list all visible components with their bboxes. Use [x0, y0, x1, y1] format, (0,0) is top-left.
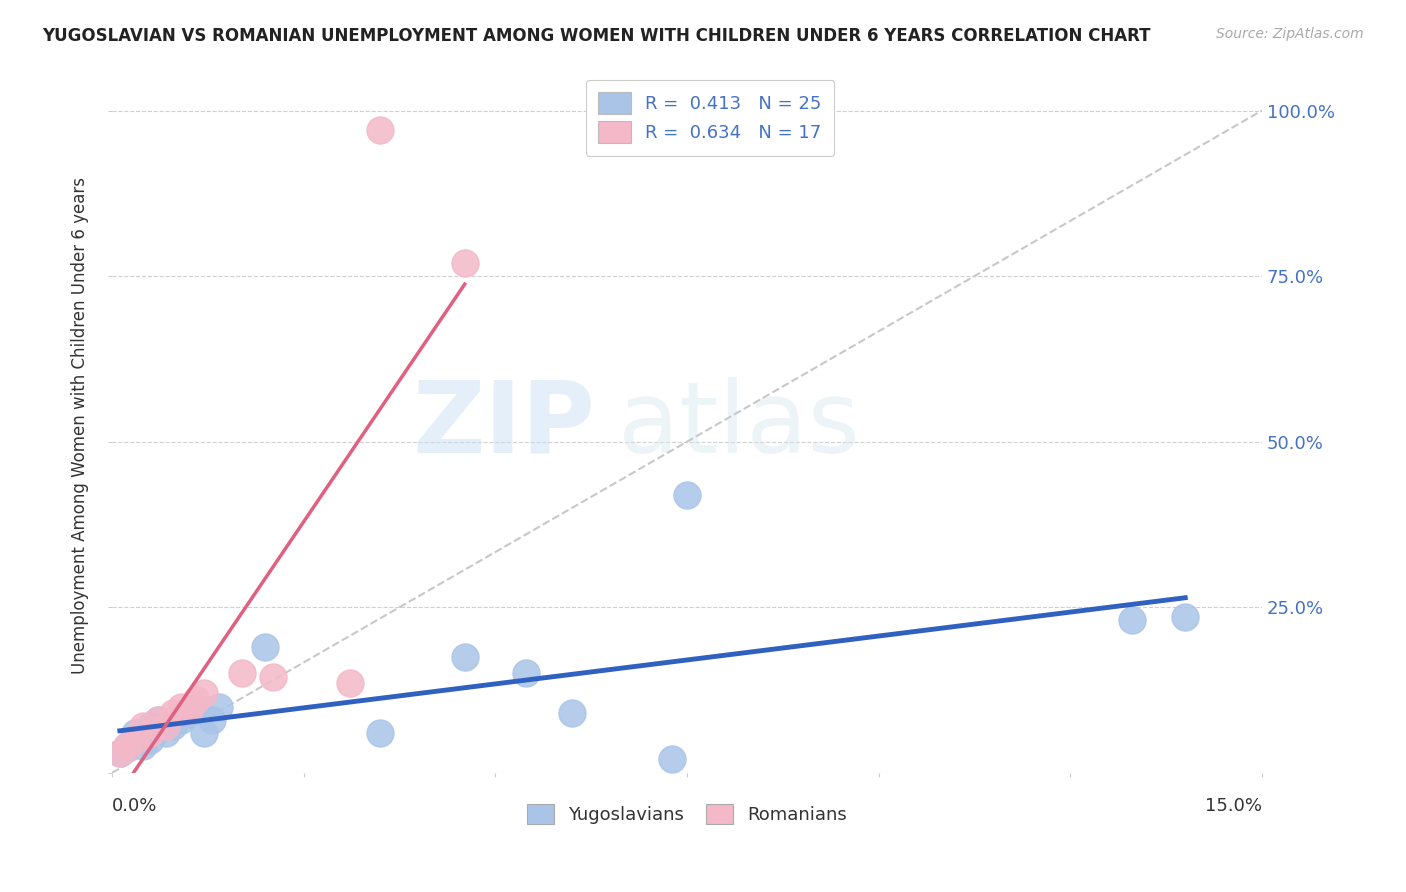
Point	[676, 488, 699, 502]
Point	[139, 732, 162, 747]
Text: 15.0%: 15.0%	[1205, 797, 1263, 815]
Point	[124, 732, 146, 747]
Point	[254, 640, 277, 654]
Point	[193, 686, 215, 700]
Point	[139, 719, 162, 733]
Text: YUGOSLAVIAN VS ROMANIAN UNEMPLOYMENT AMONG WOMEN WITH CHILDREN UNDER 6 YEARS COR: YUGOSLAVIAN VS ROMANIAN UNEMPLOYMENT AMO…	[42, 27, 1150, 45]
Point	[1174, 610, 1197, 624]
Point	[108, 746, 131, 760]
Y-axis label: Unemployment Among Women with Children Under 6 years: Unemployment Among Women with Children U…	[72, 177, 89, 673]
Point	[124, 726, 146, 740]
Point	[1121, 614, 1143, 628]
Text: ZIP: ZIP	[412, 376, 595, 474]
Point	[108, 746, 131, 760]
Point	[339, 676, 361, 690]
Point	[515, 666, 537, 681]
Point	[146, 713, 169, 727]
Point	[170, 713, 193, 727]
Point	[132, 739, 155, 754]
Point	[208, 699, 231, 714]
Point	[146, 713, 169, 727]
Point	[117, 739, 139, 754]
Point	[454, 649, 477, 664]
Point	[177, 706, 200, 720]
Point	[117, 739, 139, 754]
Point	[561, 706, 583, 720]
Point	[231, 666, 253, 681]
Point	[454, 256, 477, 270]
Legend: Yugoslavians, Romanians: Yugoslavians, Romanians	[517, 796, 856, 833]
Point	[661, 752, 683, 766]
Point	[186, 693, 208, 707]
Point	[201, 713, 224, 727]
Point	[155, 719, 177, 733]
Point	[177, 703, 200, 717]
Text: 0.0%: 0.0%	[112, 797, 157, 815]
Point	[155, 726, 177, 740]
Point	[170, 699, 193, 714]
Point	[162, 719, 184, 733]
Point	[193, 726, 215, 740]
Point	[186, 699, 208, 714]
Text: Source: ZipAtlas.com: Source: ZipAtlas.com	[1216, 27, 1364, 41]
Point	[162, 706, 184, 720]
Point	[370, 726, 392, 740]
Point	[370, 123, 392, 137]
Point	[262, 670, 284, 684]
Point	[139, 726, 162, 740]
Point	[124, 732, 146, 747]
Text: atlas: atlas	[619, 376, 859, 474]
Point	[132, 719, 155, 733]
